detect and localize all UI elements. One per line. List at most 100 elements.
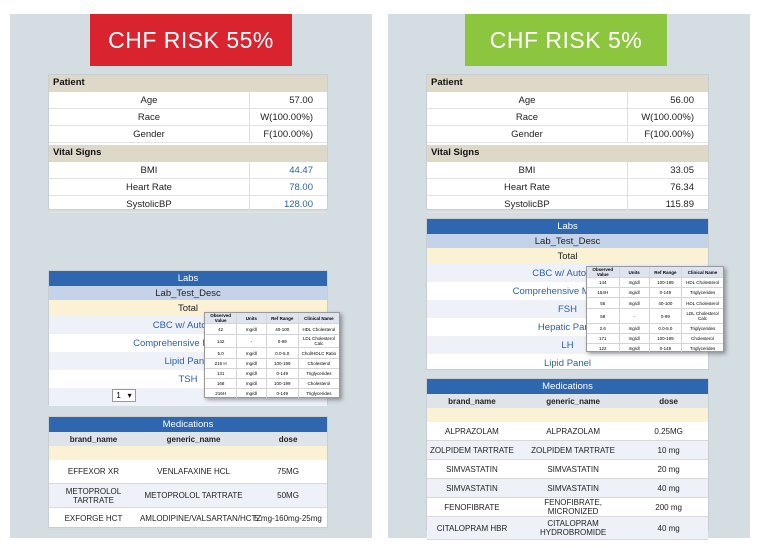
popup-cell: 168 [205, 379, 238, 388]
vitals-row-bmi: BMI 33.05 [427, 162, 708, 179]
age-value: 56.00 [627, 92, 708, 108]
popup-cell: 216H [205, 389, 238, 398]
brand-cell: EFFEXOR XR [67, 467, 120, 476]
popup-cell: mg/dl [237, 348, 267, 358]
left-risk-banner: CHF RISK 55% [90, 14, 292, 66]
vitals-row-heart-rate: Heart Rate 78.00 [49, 179, 327, 196]
popup-cell: 0.0-5.0 [267, 348, 299, 358]
popup-cell: mg/dl [620, 344, 650, 352]
medications-columns: brand_name generic_name dose [49, 432, 327, 446]
popup-cell: 0-99 [267, 335, 299, 347]
generic-cell: SIMVASTATIN [547, 464, 599, 474]
lab-item[interactable]: Hepatic Panel [537, 321, 598, 333]
lab-desc-column: Lab_Test_Desc [49, 286, 327, 300]
popup-cell: 42 [205, 324, 238, 334]
popup-cell: LDL Cholesterol Calc [686, 311, 719, 321]
medications-header: Medications [49, 417, 327, 432]
col-brand-name: brand_name [448, 396, 496, 406]
table-row: FENOFIBRATE FENOFIBRATE, MICRONIZED 200 mg [427, 498, 708, 517]
popup-cell: 0-149 [650, 344, 683, 352]
lab-item[interactable]: TSH [178, 373, 198, 385]
table-row: SIMVASTATIN SIMVASTATIN 40 mg [427, 479, 708, 498]
table-row: METOPROLOL TARTRATE METOPROLOL TARTRATE 50… [49, 484, 327, 508]
popup-cell: Cholesterol [307, 361, 331, 366]
lab-page-select[interactable]: 1 ▾ [112, 389, 136, 402]
vitals-row-bmi: BMI 44.47 [49, 162, 327, 179]
col-dose: dose [278, 434, 298, 444]
popup-row: 2.6 mg/dl 0.0-5.0 Triglycerides [587, 323, 723, 333]
popup-cell: 58 [587, 309, 620, 323]
col-generic-name: generic_name [546, 396, 600, 406]
dose-cell: 50MG [277, 491, 299, 500]
bmi-label: BMI [518, 164, 536, 176]
vitals-row-heart-rate: Heart Rate 76.34 [427, 179, 708, 196]
medications-body: EFFEXOR XR VENLAFAXINE HCL 75MG METOPROLOL… [49, 460, 327, 530]
generic-cell: ALPRAZOLAM [546, 426, 600, 436]
generic-cell: VENLAFAXINE HCL [157, 467, 230, 476]
systolic-label: SystolicBP [126, 198, 172, 210]
heart-rate-value: 76.34 [627, 179, 708, 195]
popup-header: Observed Value Units Ref Range Clinical … [205, 313, 339, 323]
bmi-value: 33.05 [627, 162, 708, 178]
chevron-down-icon: ▾ [127, 391, 132, 400]
heart-rate-value: 78.00 [249, 179, 327, 195]
popup-col-observed: Observed Value [587, 267, 620, 277]
popup-cell: 100-199 [267, 359, 299, 368]
popup-cell: 0-99 [650, 309, 683, 323]
medications-filter-row [427, 408, 708, 422]
popup-cell: 100-199 [267, 379, 299, 388]
gender-value: F(100.00%) [627, 126, 708, 142]
generic-cell: FENOFIBRATE, MICRONIZED [544, 498, 602, 516]
popup-row: 58-0-99 LDL Cholesterol Calc [587, 308, 723, 323]
left-lab-result-popup: Observed Value Units Ref Range Clinical … [204, 312, 340, 398]
popup-row: 171 mg/dl 100-199 Cholesterol [587, 333, 723, 343]
table-row: ALPRAZOLAM ALPRAZOLAM 0.25MG [427, 422, 708, 441]
page-select-value: 1 [116, 391, 121, 400]
dose-cell: 200 mg [655, 502, 682, 512]
race-value: W(100.00%) [627, 109, 708, 125]
popup-cell: 0-149 [267, 389, 299, 398]
labs-header: Labs [427, 219, 708, 234]
popup-cell: LDL Cholesterol Calc [302, 336, 335, 346]
popup-cell: 55 [587, 298, 620, 308]
patient-row-age: Age 56.00 [427, 92, 708, 109]
race-label: Race [137, 111, 161, 123]
dose-cell: 40 mg [657, 483, 680, 493]
patient-row-gender: Gender F(100.00%) [427, 126, 708, 143]
popup-cell: 142 [205, 335, 238, 347]
dose-cell: 40 mg [657, 523, 680, 533]
medications-body: ALPRAZOLAM ALPRAZOLAM 0.25MG ZOLPIDEM TART… [427, 422, 708, 540]
popup-row: 154H mg/dl 0-149 Triglycerides [587, 287, 723, 297]
popup-cell: 100-199 [650, 334, 683, 343]
popup-cell: mg/dl [237, 369, 267, 378]
dose-cell: 20 mg [657, 464, 680, 474]
popup-cell: 40-100 [267, 324, 299, 334]
lab-item[interactable]: Comprehensive Metabolic [133, 337, 243, 349]
patient-section-header: Patient [427, 75, 708, 92]
race-value: W(100.00%) [249, 109, 327, 125]
medications-columns: brand_name generic_name dose [427, 394, 708, 408]
medications-header: Medications [427, 379, 708, 394]
vitals-section-header: Vital Signs [427, 145, 708, 162]
lab-item[interactable]: Comprehensive Metabolic [512, 285, 623, 297]
popup-cell: mg/dl [237, 324, 267, 334]
brand-cell: SIMVASTATIN [446, 483, 498, 493]
popup-cell: mg/dl [237, 389, 267, 398]
popup-cell: mg/dl [237, 379, 267, 388]
generic-cell: SIMVASTATIN [547, 483, 599, 493]
patient-row-age: Age 57.00 [49, 92, 327, 109]
left-medications-card: Medications brand_name generic_name dose… [48, 416, 328, 530]
popup-row: 122 mg/dl 0-149 Triglycerides [587, 343, 723, 352]
col-dose: dose [659, 396, 678, 406]
popup-col-units: Units [237, 313, 267, 323]
lab-item[interactable]: Lipid Panel [543, 357, 591, 369]
popup-col-clinical: Clinical Name [304, 315, 334, 321]
vitals-row-systolic: SystolicBP 115.89 [427, 196, 708, 213]
col-brand-name: brand_name [69, 434, 118, 444]
popup-row: 168 mg/dl 100-199 Cholesterol [205, 378, 339, 388]
lab-desc-column: Lab_Test_Desc [427, 234, 708, 248]
popup-header: Observed Value Units Ref Range Clinical … [587, 267, 723, 277]
systolic-value: 115.89 [627, 196, 708, 212]
popup-cell: Triglycerides [689, 345, 716, 351]
